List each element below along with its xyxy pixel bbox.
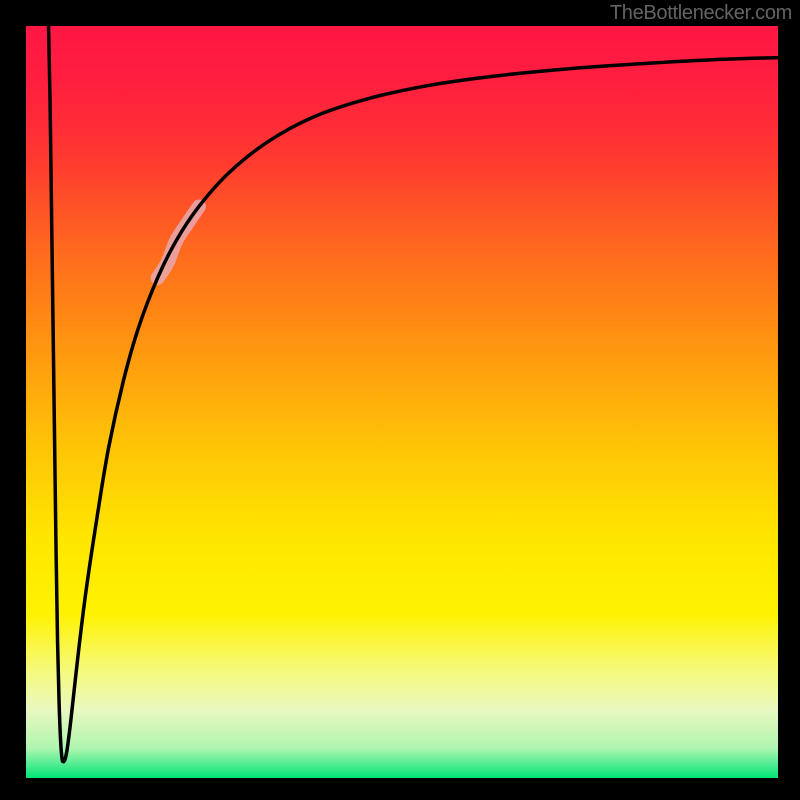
bottleneck-curve bbox=[49, 26, 778, 762]
watermark-text: TheBottlenecker.com bbox=[610, 2, 792, 25]
plot-area bbox=[26, 26, 778, 778]
chart-container: TheBottlenecker.com bbox=[0, 0, 800, 800]
curve-layer bbox=[26, 26, 778, 778]
